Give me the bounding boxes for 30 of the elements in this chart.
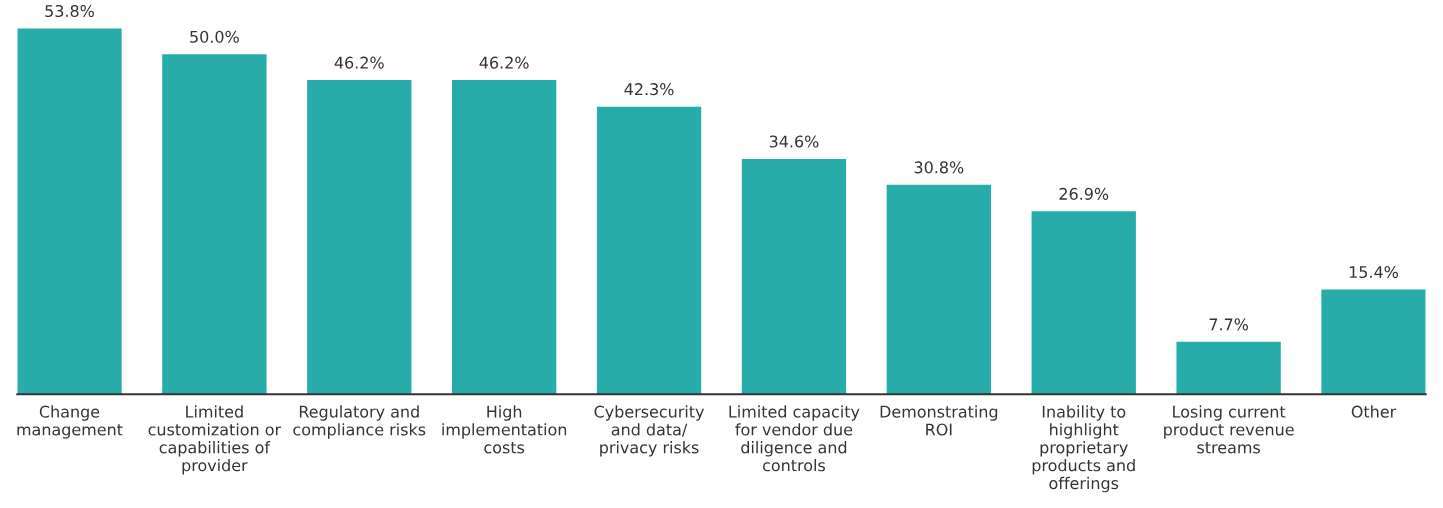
x-tick-label: Limited capacity for vendor due diligence and controls bbox=[729, 405, 860, 472]
x-tick-label: High implementation costs bbox=[442, 405, 567, 454]
data-label: 46.2% bbox=[479, 56, 529, 69]
bar bbox=[307, 80, 412, 395]
data-label: 50.0% bbox=[190, 30, 239, 43]
x-tick-label: Cybersecurity and data/ privacy risks bbox=[594, 405, 705, 457]
data-label: 46.2% bbox=[334, 56, 384, 69]
data-label: 34.6% bbox=[769, 135, 819, 148]
bar bbox=[452, 80, 557, 395]
data-label: 53.8% bbox=[45, 4, 94, 18]
bar bbox=[1176, 341, 1281, 395]
bar bbox=[886, 184, 991, 395]
x-tick-label: Losing current product revenue streams bbox=[1164, 405, 1294, 454]
x-tick-label: Regulatory and compliance risks bbox=[293, 405, 426, 439]
bar bbox=[1321, 289, 1426, 395]
bar bbox=[17, 28, 122, 395]
bar bbox=[1031, 211, 1136, 395]
data-label: 30.8% bbox=[914, 161, 964, 174]
x-tick-label: Limited customization or capabilities of provider bbox=[148, 405, 282, 475]
data-label: 26.9% bbox=[1059, 187, 1109, 200]
bar bbox=[162, 54, 267, 395]
bar bbox=[741, 158, 847, 395]
data-label: 15.4% bbox=[1349, 266, 1399, 279]
bar bbox=[596, 106, 702, 395]
x-tick-label: Other bbox=[1351, 405, 1397, 418]
x-tick-label: Change management bbox=[17, 405, 123, 439]
x-tick-label: Inability to highlight proprietary products and offerings bbox=[1032, 405, 1135, 493]
x-tick-label: Demonstrating ROI bbox=[880, 405, 998, 436]
data-label: 42.3% bbox=[624, 83, 674, 96]
data-label: 7.7% bbox=[1209, 318, 1249, 331]
